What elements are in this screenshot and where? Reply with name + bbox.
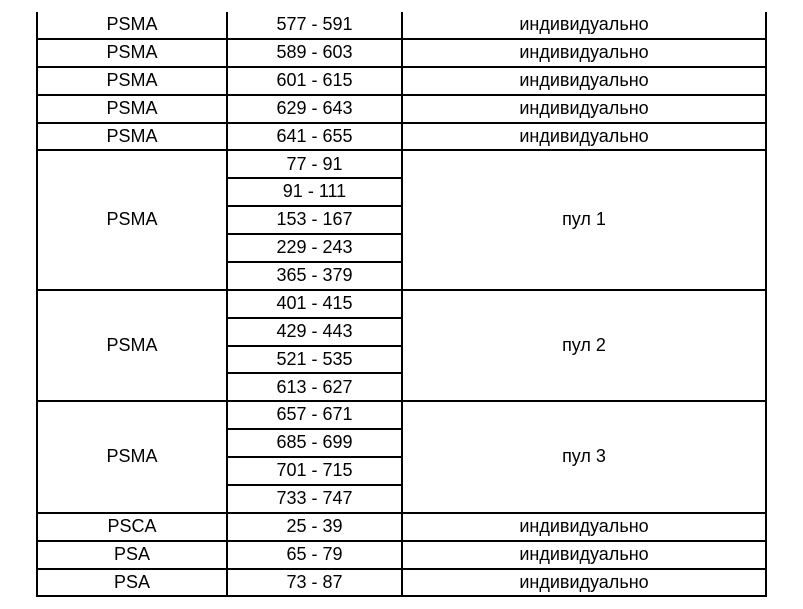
cell-note: пул 1 — [402, 150, 766, 289]
table-row: PSMA401 - 415пул 2 — [37, 290, 766, 318]
table-body: PSMA577 - 591индивидуальноPSMA589 - 603и… — [37, 12, 766, 596]
table-row: PSMA601 - 615индивидуально — [37, 67, 766, 95]
cell-range: 629 - 643 — [227, 95, 402, 123]
cell-range: 65 - 79 — [227, 541, 402, 569]
cell-note: индивидуально — [402, 569, 766, 597]
table-row: PSCA25 - 39индивидуально — [37, 513, 766, 541]
cell-range: 701 - 715 — [227, 457, 402, 485]
cell-name: PSA — [37, 541, 227, 569]
cell-note: индивидуально — [402, 67, 766, 95]
cell-note: индивидуально — [402, 123, 766, 151]
cell-range: 91 - 111 — [227, 178, 402, 206]
table-row: PSA65 - 79индивидуально — [37, 541, 766, 569]
cell-name: PSMA — [37, 123, 227, 151]
table-row: PSMA641 - 655индивидуально — [37, 123, 766, 151]
cell-range: 577 - 591 — [227, 12, 402, 39]
cell-range: 429 - 443 — [227, 318, 402, 346]
cell-range: 589 - 603 — [227, 39, 402, 67]
cell-name: PSA — [37, 569, 227, 597]
cell-range: 73 - 87 — [227, 569, 402, 597]
cell-name: PSMA — [37, 95, 227, 123]
cell-range: 685 - 699 — [227, 429, 402, 457]
cell-name: PSCA — [37, 513, 227, 541]
cell-name: PSMA — [37, 150, 227, 289]
data-table: PSMA577 - 591индивидуальноPSMA589 - 603и… — [36, 12, 767, 597]
table-row: PSMA577 - 591индивидуально — [37, 12, 766, 39]
cell-range: 521 - 535 — [227, 346, 402, 374]
table-row: PSMA629 - 643индивидуально — [37, 95, 766, 123]
cell-note: индивидуально — [402, 513, 766, 541]
cell-range: 229 - 243 — [227, 234, 402, 262]
cell-range: 401 - 415 — [227, 290, 402, 318]
cell-name: PSMA — [37, 39, 227, 67]
cell-range: 641 - 655 — [227, 123, 402, 151]
cell-range: 613 - 627 — [227, 373, 402, 401]
cell-range: 601 - 615 — [227, 67, 402, 95]
cell-note: индивидуально — [402, 39, 766, 67]
page: PSMA577 - 591индивидуальноPSMA589 - 603и… — [0, 0, 803, 609]
cell-note: индивидуально — [402, 541, 766, 569]
cell-range: 657 - 671 — [227, 401, 402, 429]
cell-note: индивидуально — [402, 95, 766, 123]
cell-range: 25 - 39 — [227, 513, 402, 541]
cell-note: пул 2 — [402, 290, 766, 402]
cell-note: пул 3 — [402, 401, 766, 513]
cell-range: 733 - 747 — [227, 485, 402, 513]
cell-name: PSMA — [37, 67, 227, 95]
cell-range: 365 - 379 — [227, 262, 402, 290]
table-row: PSMA589 - 603индивидуально — [37, 39, 766, 67]
table-row: PSMA77 - 91пул 1 — [37, 150, 766, 178]
cell-note: индивидуально — [402, 12, 766, 39]
cell-name: PSMA — [37, 12, 227, 39]
cell-range: 153 - 167 — [227, 206, 402, 234]
cell-name: PSMA — [37, 290, 227, 402]
table-row: PSA73 - 87индивидуально — [37, 569, 766, 597]
cell-range: 77 - 91 — [227, 150, 402, 178]
cell-name: PSMA — [37, 401, 227, 513]
table-row: PSMA657 - 671пул 3 — [37, 401, 766, 429]
